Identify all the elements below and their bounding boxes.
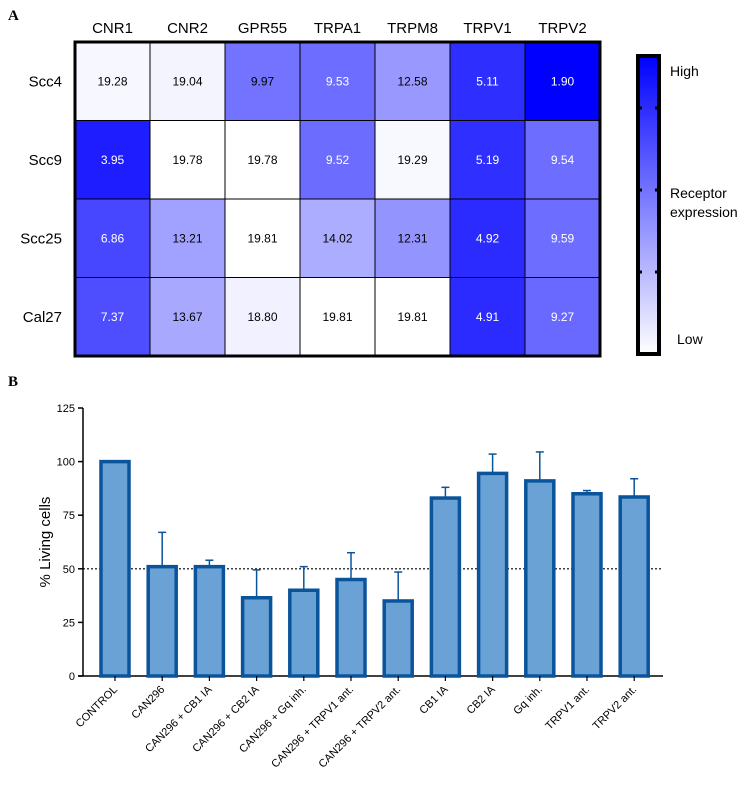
cell-value: 18.80 — [247, 310, 277, 324]
heatmap-cell — [149, 277, 226, 357]
bar — [193, 564, 226, 678]
y-tick-label: 50 — [63, 564, 75, 576]
cell-value: 14.02 — [322, 231, 352, 245]
y-tick-label: 100 — [57, 457, 75, 469]
x-tick-label: CB2 IA — [465, 683, 499, 717]
cell-value: 4.92 — [476, 231, 500, 245]
cell-value: 19.78 — [172, 153, 202, 167]
cell-value: 19.81 — [247, 231, 277, 245]
x-tick-label: CONTROL — [74, 684, 121, 731]
column-label: TRPV2 — [538, 20, 586, 37]
cell-value: 5.19 — [476, 153, 500, 167]
cell-value: 9.59 — [551, 231, 575, 245]
heatmap-cell — [149, 41, 226, 121]
bar — [429, 496, 462, 678]
cell-value: 13.67 — [172, 310, 202, 324]
heatmap-cell — [299, 41, 376, 121]
bar — [288, 588, 320, 678]
heatmap-cell — [299, 277, 376, 357]
bar — [571, 492, 603, 678]
heatmap-cell — [524, 277, 601, 357]
bar — [524, 479, 556, 678]
colorbar — [636, 54, 661, 356]
heatmap-cell — [374, 198, 451, 278]
cell-value: 19.28 — [97, 74, 127, 88]
row-label: Cal27 — [23, 309, 62, 326]
bar — [240, 595, 273, 678]
bar — [476, 471, 509, 678]
heatmap-cell — [524, 120, 601, 200]
column-label: CNR1 — [92, 20, 133, 37]
cell-value: 9.54 — [551, 153, 575, 167]
colorbar-low-label: Low — [677, 331, 704, 347]
column-label: TRPV1 — [463, 20, 511, 37]
colorbar-title: Receptor — [670, 185, 727, 201]
cell-value: 6.86 — [101, 231, 125, 245]
y-axis-label: % Living cells — [37, 497, 54, 588]
cell-value: 12.31 — [397, 231, 427, 245]
heatmap-cell — [374, 120, 451, 200]
row-label: Scc4 — [29, 73, 62, 90]
bar — [382, 599, 414, 678]
cell-value: 19.81 — [322, 310, 352, 324]
cell-value: 7.37 — [101, 310, 125, 324]
x-tick-label: CAN296 + TRPV1 ant. — [269, 684, 356, 771]
heatmap-cell — [449, 41, 526, 121]
cell-value: 5.11 — [476, 74, 499, 88]
heatmap-cell — [224, 198, 301, 278]
cell-value: 4.91 — [476, 310, 500, 324]
heatmap-cell — [224, 120, 301, 200]
cell-value: 9.27 — [551, 310, 575, 324]
heatmap-cell — [524, 198, 601, 278]
bar — [618, 495, 650, 678]
heatmap-cell — [449, 198, 526, 278]
column-label: TRPM8 — [387, 20, 438, 37]
heatmap-cell — [449, 277, 526, 357]
heatmap-cell — [74, 277, 151, 357]
cell-value: 1.90 — [551, 74, 575, 88]
y-tick-label: 125 — [57, 403, 75, 415]
heatmap-border — [73, 40, 602, 358]
column-label: TRPA1 — [314, 20, 361, 37]
heatmap-cell — [449, 120, 526, 200]
x-tick-label: CB1 IA — [417, 683, 451, 717]
x-tick-label: CAN296 — [129, 684, 167, 722]
bar — [335, 577, 367, 678]
colorbar-title: expression — [670, 204, 738, 220]
x-tick-label: Gq inh. — [511, 684, 545, 718]
bar — [146, 564, 178, 678]
cell-value: 19.78 — [247, 153, 277, 167]
colorbar-high-label: High — [670, 63, 699, 79]
row-label: Scc9 — [29, 152, 62, 169]
heatmap-cell — [74, 41, 151, 121]
y-tick-label: 0 — [69, 671, 75, 683]
x-tick-label: TRPV1 ant. — [543, 684, 592, 733]
cell-value: 9.53 — [326, 74, 350, 88]
y-tick-label: 25 — [63, 617, 75, 629]
y-tick-label: 75 — [63, 510, 75, 522]
x-tick-label: CAN296 + TRPV2 ant. — [317, 684, 404, 771]
cell-value: 12.58 — [397, 74, 427, 88]
panel-label-b: B — [8, 374, 18, 390]
cell-value: 3.95 — [101, 153, 125, 167]
heatmap-cell — [149, 198, 226, 278]
cell-value: 13.21 — [172, 231, 202, 245]
panel-label-a: A — [8, 8, 19, 24]
row-label: Scc25 — [20, 230, 62, 247]
column-label: GPR55 — [238, 20, 287, 37]
cell-value: 19.29 — [397, 153, 427, 167]
cell-value: 9.52 — [326, 153, 350, 167]
x-tick-label: TRPV2 ant. — [591, 684, 640, 733]
heatmap-cell — [299, 198, 376, 278]
cell-value: 19.81 — [397, 310, 427, 324]
cell-value: 9.97 — [251, 74, 275, 88]
column-label: CNR2 — [167, 20, 208, 37]
bar — [99, 459, 131, 678]
heatmap-cell — [374, 41, 451, 121]
cell-value: 19.04 — [172, 74, 202, 88]
